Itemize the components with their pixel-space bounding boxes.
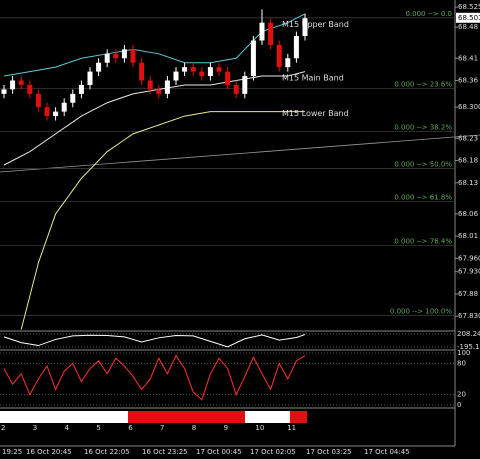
y-tick-label: 100: [457, 349, 470, 357]
y-tick-label: 67.930: [458, 268, 480, 276]
fib-label: 0.000 --> 38.2%: [394, 124, 452, 132]
y-tick-label: 68.525: [458, 3, 480, 11]
y-tick-label: 68.06: [458, 210, 479, 218]
candle-body: [190, 67, 196, 72]
session-label: 8: [192, 424, 196, 432]
candle-body: [268, 22, 274, 45]
candle-body: [35, 93, 41, 108]
candle-body: [87, 71, 93, 85]
candle-body: [276, 44, 282, 68]
session-label: 2: [1, 424, 5, 432]
x-tick-label: 16 Oct 22:05: [84, 448, 130, 456]
y-tick-label: 68.01: [458, 232, 478, 240]
band-label: M15 Main Band: [282, 74, 344, 83]
y-tick-label: 68.48: [458, 23, 478, 31]
session-label: 4: [65, 424, 70, 432]
current-price-box: [456, 12, 480, 23]
x-tick-label: 17 Oct 04:45: [364, 448, 410, 456]
fib-label: 0.000 --> 76.4%: [394, 237, 452, 245]
candle-body: [233, 84, 239, 94]
x-tick-label: 17 Oct 02:05: [250, 448, 296, 456]
fib-label: 0.000 --> 50.0%: [394, 161, 452, 169]
y-tick-label: 67.830: [458, 312, 480, 320]
candle-body: [207, 67, 213, 77]
candle-body: [173, 71, 179, 81]
y-tick-label: 68.18: [458, 157, 478, 165]
candle-body: [139, 62, 145, 81]
y-tick-label: 20: [457, 391, 466, 399]
candle-body: [104, 53, 110, 63]
candle-body: [121, 49, 127, 59]
candle-body: [182, 67, 188, 72]
current-price-label: 68.501: [458, 14, 480, 22]
trend-line: [0, 134, 480, 173]
candle-body: [44, 107, 50, 117]
fib-label: 0.000 --> 100.0%: [390, 307, 452, 315]
x-tick-label: 17 Oct 00:45: [196, 448, 242, 456]
candle-body: [113, 53, 119, 59]
fib-label: 0.000 --> 23.6%: [394, 81, 452, 89]
candle-body: [70, 93, 76, 103]
session-label: 9: [224, 424, 228, 432]
y-tick-label: 68.41: [458, 54, 478, 62]
candle-body: [225, 71, 231, 85]
candle-body: [18, 80, 24, 85]
session-label: 10: [255, 424, 264, 432]
candle-body: [96, 62, 102, 72]
y-tick-label: 0: [457, 401, 461, 409]
session-label: 6: [128, 424, 133, 432]
candle-body: [53, 111, 59, 117]
candle-body: [156, 89, 162, 94]
candle-body: [302, 18, 308, 37]
candle-body: [130, 49, 136, 63]
candle-body: [27, 84, 33, 94]
oscillator-line: [3, 354, 306, 401]
y-tick-label: 68.13: [458, 179, 478, 187]
state-bar: [0, 411, 307, 423]
x-tick-label: 16 Oct 20:45: [26, 448, 72, 456]
state-segment: [0, 411, 128, 423]
x-tick-label: 19:25: [2, 448, 22, 456]
candle-body: [216, 67, 222, 72]
candle-body: [78, 84, 84, 94]
state-segment: [245, 411, 290, 423]
y-tick-label: 67.88: [458, 290, 478, 298]
y-tick-label: 68.23: [458, 134, 478, 142]
candle-body: [242, 76, 248, 94]
candle-body: [147, 80, 153, 90]
band-label: M15 Lower Band: [282, 109, 349, 118]
candle-body: [164, 80, 170, 94]
fib-label: 0.000 --> 0.0: [405, 10, 452, 18]
cci-line: [3, 334, 306, 348]
candle-body: [1, 89, 7, 94]
session-label: 5: [96, 424, 100, 432]
state-segment: [290, 411, 307, 423]
y-tick-label: 67.960: [458, 254, 480, 262]
y-tick-label: -195.151: [457, 343, 480, 351]
y-tick-label: 80: [457, 359, 466, 367]
candle-body: [285, 58, 291, 68]
candle-body: [259, 22, 265, 41]
state-segment: [128, 411, 245, 423]
candle-body: [250, 40, 256, 77]
candle-body: [199, 71, 205, 77]
session-label: 7: [160, 424, 164, 432]
band-label: M15 Upper Band: [282, 20, 349, 29]
session-label: 3: [33, 424, 37, 432]
y-tick-label: 68.300: [458, 103, 480, 111]
x-tick-label: 16 Oct 23:25: [142, 448, 188, 456]
fib-label: 0.000 --> 61.8%: [394, 193, 452, 201]
band-line: [20, 111, 305, 330]
candle-body: [293, 36, 299, 59]
x-tick-label: 17 Oct 03:25: [306, 448, 352, 456]
y-tick-label: 208.2475: [457, 330, 480, 338]
candle-body: [10, 80, 16, 90]
candle-body: [61, 102, 67, 112]
session-label: 11: [287, 424, 296, 432]
y-tick-label: 68.36: [458, 76, 479, 84]
